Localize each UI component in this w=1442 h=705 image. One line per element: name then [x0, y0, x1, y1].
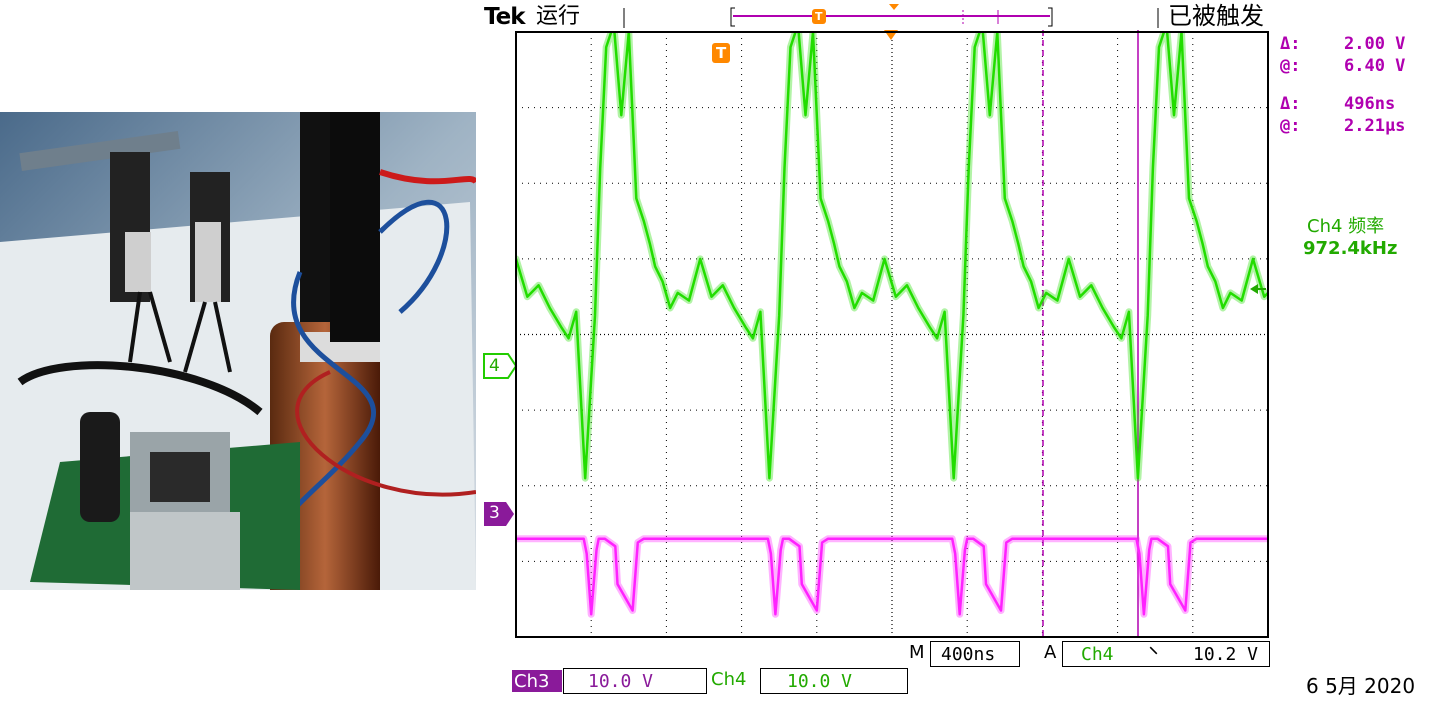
record-bar — [623, 4, 1159, 28]
time-delta-value: 496ns — [1344, 94, 1396, 114]
timebase-prefix: M — [909, 642, 925, 663]
trigger-t-label: T — [716, 44, 727, 62]
measurement-label: Ch4 频率 — [1307, 216, 1385, 237]
ch3-marker[interactable] — [484, 502, 514, 526]
ch4-marker-label: 4 — [489, 356, 500, 376]
measurement-value: 972.4kHz — [1303, 238, 1398, 259]
trigger-setting[interactable]: Ch4 ⸌ 10.2 V — [1062, 641, 1270, 667]
cursor-lines — [1042, 30, 1139, 637]
brand-logo: Tek — [484, 4, 526, 30]
ch4-trace-line — [516, 32, 1268, 480]
ch3-trace-line — [516, 537, 1268, 616]
ch3-scale-box[interactable]: 10.0 V — [563, 668, 707, 694]
ch4-name[interactable]: Ch4 — [711, 669, 747, 690]
record-trigger-icon — [812, 9, 826, 24]
trigger-slope-icon: ⸌ — [1149, 644, 1158, 665]
ch3-scale-tag[interactable]: Ch3 — [512, 670, 562, 692]
trigger-level: 10.2 V — [1193, 644, 1259, 665]
time-at-symbol: @: — [1280, 116, 1301, 136]
trigger-level-arrow[interactable] — [1250, 284, 1266, 294]
time-delta-symbol: Δ: — [1280, 94, 1301, 114]
trigger-mode-prefix: A — [1044, 642, 1057, 663]
voltage-at-value: 6.40 V — [1344, 56, 1406, 76]
ch3-scale: 10.0 V — [588, 671, 654, 692]
trigger-t-marker[interactable] — [712, 43, 730, 63]
timebase-setting[interactable]: 400ns — [930, 641, 1020, 667]
ch4-scale-box[interactable]: 10.0 V — [760, 668, 908, 694]
voltage-delta-symbol: Δ: — [1280, 34, 1301, 54]
ch4-marker[interactable] — [483, 353, 518, 379]
ch4-scale: 10.0 V — [787, 671, 853, 692]
waveform-traces — [516, 32, 1268, 618]
run-state: 运行 — [536, 4, 581, 29]
record-trigger-label: T — [815, 10, 823, 23]
ch3-trace — [516, 535, 1268, 618]
time-at-value: 2.21µs — [1344, 116, 1406, 136]
trigger-source: Ch4 — [1081, 644, 1114, 665]
date-readout: 6 5月 2020 — [1306, 674, 1416, 698]
ch3-trace-glow — [516, 535, 1268, 618]
ch3-marker-label: 3 — [489, 503, 500, 523]
graticule — [516, 32, 1268, 637]
voltage-delta-value: 2.00 V — [1344, 34, 1406, 54]
timebase-value: 400ns — [941, 644, 996, 665]
test-setup-photo — [0, 112, 479, 622]
voltage-at-symbol: @: — [1280, 56, 1301, 76]
ch4-trace-glow — [516, 32, 1268, 482]
trigger-state: 已被触发 — [1168, 2, 1264, 30]
ch3-name: Ch3 — [514, 671, 550, 692]
ch4-trace — [516, 32, 1268, 482]
